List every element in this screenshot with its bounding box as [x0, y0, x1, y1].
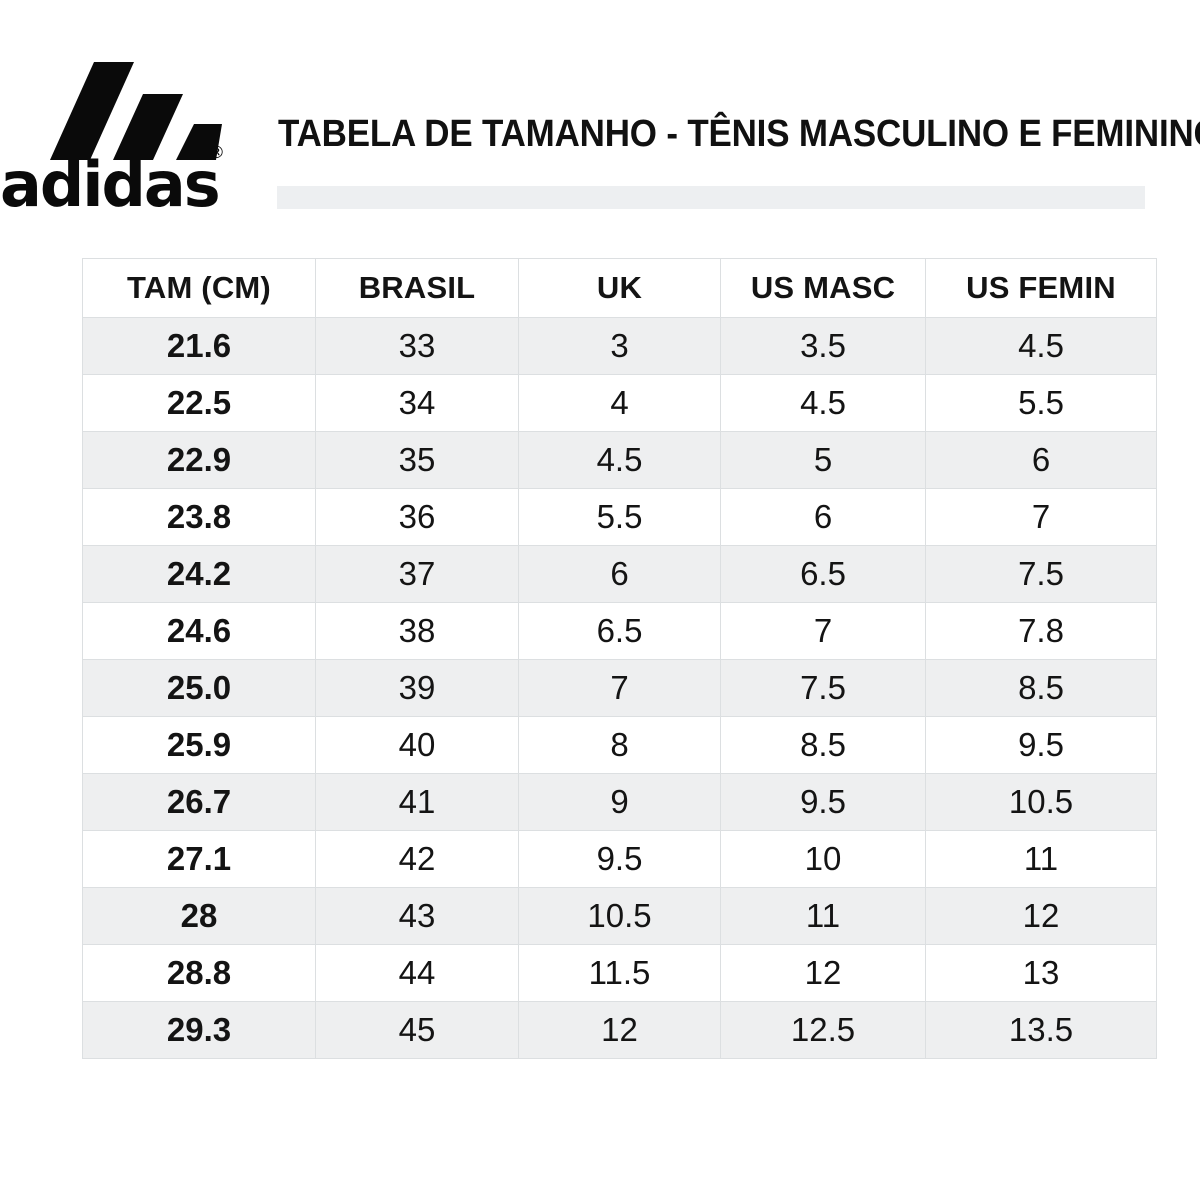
cell-uk: 3	[518, 317, 721, 375]
table-row: 26.7 41 9 9.5 10.5	[82, 773, 1157, 831]
cell-tam-cm: 24.6	[82, 602, 316, 660]
cell-us-masc: 4.5	[720, 374, 926, 432]
table-row: 22.5 34 4 4.5 5.5	[82, 374, 1157, 432]
cell-tam-cm: 28	[82, 887, 316, 945]
cell-tam-cm: 22.5	[82, 374, 316, 432]
cell-uk: 4.5	[518, 431, 721, 489]
cell-us-femin: 7	[925, 488, 1157, 546]
cell-uk: 10.5	[518, 887, 721, 945]
adidas-logo: adidas ®	[0, 48, 240, 228]
svg-text:adidas: adidas	[0, 148, 219, 220]
column-header-uk: UK	[518, 258, 721, 318]
cell-tam-cm: 28.8	[82, 944, 316, 1002]
table-row: 27.1 42 9.5 10 11	[82, 830, 1157, 888]
cell-us-femin: 10.5	[925, 773, 1157, 831]
cell-brasil: 42	[315, 830, 519, 888]
cell-brasil: 38	[315, 602, 519, 660]
cell-us-masc: 5	[720, 431, 926, 489]
cell-tam-cm: 25.0	[82, 659, 316, 717]
cell-us-femin: 4.5	[925, 317, 1157, 375]
page-title: TABELA DE TAMANHO - TÊNIS MASCULINO E FE…	[278, 112, 1200, 155]
registered-trademark-icon: ®	[208, 143, 225, 163]
column-header-tam-cm: TAM (CM)	[82, 258, 316, 318]
table-row: 23.8 36 5.5 6 7	[82, 488, 1157, 546]
adidas-wordmark: adidas	[0, 148, 240, 220]
size-chart-table-container: TAM (CM) BRASIL UK US MASC US FEMIN 21.6…	[82, 258, 1157, 1059]
cell-brasil: 44	[315, 944, 519, 1002]
cell-brasil: 37	[315, 545, 519, 603]
cell-brasil: 41	[315, 773, 519, 831]
cell-tam-cm: 26.7	[82, 773, 316, 831]
table-row: 28.8 44 11.5 12 13	[82, 944, 1157, 1002]
cell-brasil: 36	[315, 488, 519, 546]
table-row: 29.3 45 12 12.5 13.5	[82, 1001, 1157, 1059]
cell-tam-cm: 29.3	[82, 1001, 316, 1059]
cell-brasil: 45	[315, 1001, 519, 1059]
title-underline-band	[277, 186, 1145, 209]
cell-us-femin: 5.5	[925, 374, 1157, 432]
cell-us-femin: 9.5	[925, 716, 1157, 774]
cell-brasil: 33	[315, 317, 519, 375]
cell-us-femin: 7.8	[925, 602, 1157, 660]
cell-brasil: 34	[315, 374, 519, 432]
table-row: 28 43 10.5 11 12	[82, 887, 1157, 945]
cell-uk: 5.5	[518, 488, 721, 546]
table-header-row: TAM (CM) BRASIL UK US MASC US FEMIN	[82, 258, 1157, 318]
cell-uk: 9	[518, 773, 721, 831]
adidas-three-bars-icon	[12, 48, 222, 160]
cell-us-masc: 8.5	[720, 716, 926, 774]
column-header-us-masc: US MASC	[720, 258, 926, 318]
cell-us-femin: 13.5	[925, 1001, 1157, 1059]
cell-uk: 12	[518, 1001, 721, 1059]
cell-us-femin: 11	[925, 830, 1157, 888]
cell-uk: 6.5	[518, 602, 721, 660]
cell-us-femin: 7.5	[925, 545, 1157, 603]
cell-us-femin: 13	[925, 944, 1157, 1002]
cell-uk: 7	[518, 659, 721, 717]
column-header-brasil: BRASIL	[315, 258, 519, 318]
cell-brasil: 40	[315, 716, 519, 774]
table-row: 25.0 39 7 7.5 8.5	[82, 659, 1157, 717]
cell-tam-cm: 23.8	[82, 488, 316, 546]
cell-us-masc: 6	[720, 488, 926, 546]
cell-tam-cm: 21.6	[82, 317, 316, 375]
table-row: 25.9 40 8 8.5 9.5	[82, 716, 1157, 774]
cell-brasil: 39	[315, 659, 519, 717]
table-row: 22.9 35 4.5 5 6	[82, 431, 1157, 489]
cell-uk: 6	[518, 545, 721, 603]
cell-us-femin: 12	[925, 887, 1157, 945]
cell-us-masc: 7	[720, 602, 926, 660]
cell-tam-cm: 25.9	[82, 716, 316, 774]
cell-us-femin: 6	[925, 431, 1157, 489]
table-row: 24.2 37 6 6.5 7.5	[82, 545, 1157, 603]
cell-us-masc: 12.5	[720, 1001, 926, 1059]
cell-us-masc: 7.5	[720, 659, 926, 717]
cell-uk: 8	[518, 716, 721, 774]
cell-us-masc: 3.5	[720, 317, 926, 375]
cell-uk: 9.5	[518, 830, 721, 888]
table-body: 21.6 33 3 3.5 4.5 22.5 34 4 4.5 5.5 22.9…	[82, 317, 1157, 1059]
cell-brasil: 35	[315, 431, 519, 489]
cell-tam-cm: 27.1	[82, 830, 316, 888]
cell-tam-cm: 24.2	[82, 545, 316, 603]
cell-us-masc: 10	[720, 830, 926, 888]
cell-tam-cm: 22.9	[82, 431, 316, 489]
cell-us-masc: 11	[720, 887, 926, 945]
cell-us-femin: 8.5	[925, 659, 1157, 717]
cell-us-masc: 12	[720, 944, 926, 1002]
size-chart-table: TAM (CM) BRASIL UK US MASC US FEMIN 21.6…	[82, 258, 1157, 1059]
cell-uk: 11.5	[518, 944, 721, 1002]
cell-us-masc: 6.5	[720, 545, 926, 603]
table-row: 21.6 33 3 3.5 4.5	[82, 317, 1157, 375]
column-header-us-femin: US FEMIN	[925, 258, 1157, 318]
table-row: 24.6 38 6.5 7 7.8	[82, 602, 1157, 660]
cell-uk: 4	[518, 374, 721, 432]
cell-brasil: 43	[315, 887, 519, 945]
cell-us-masc: 9.5	[720, 773, 926, 831]
